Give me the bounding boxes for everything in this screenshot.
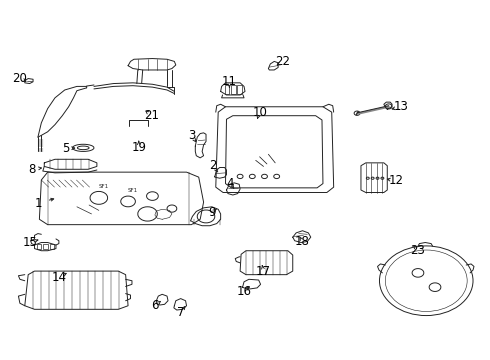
Bar	[49, 244, 54, 249]
Text: SF1: SF1	[98, 184, 109, 189]
Text: 5: 5	[63, 142, 70, 155]
Text: 12: 12	[389, 174, 404, 187]
Text: 15: 15	[22, 236, 37, 249]
Bar	[237, 85, 242, 94]
Text: 10: 10	[252, 105, 267, 119]
Text: 20: 20	[12, 72, 27, 85]
Text: 6: 6	[151, 299, 159, 312]
Bar	[224, 85, 229, 94]
Bar	[231, 85, 236, 94]
Bar	[37, 244, 41, 249]
Text: 14: 14	[51, 271, 66, 284]
Text: 23: 23	[411, 244, 425, 257]
Text: 18: 18	[295, 235, 310, 248]
Text: 21: 21	[144, 109, 159, 122]
Text: 2: 2	[210, 159, 217, 172]
Text: 3: 3	[188, 129, 195, 142]
Text: 11: 11	[222, 75, 237, 88]
Text: SF1: SF1	[128, 188, 138, 193]
Text: 13: 13	[393, 100, 408, 113]
Text: 8: 8	[28, 163, 35, 176]
Text: 4: 4	[227, 177, 234, 190]
Bar	[43, 244, 48, 249]
Text: 7: 7	[177, 306, 184, 319]
Text: 16: 16	[237, 285, 251, 298]
Text: 1: 1	[34, 197, 42, 210]
Text: 19: 19	[131, 141, 147, 154]
Text: 22: 22	[275, 55, 291, 68]
Text: 17: 17	[256, 265, 271, 278]
Text: 9: 9	[208, 206, 216, 219]
